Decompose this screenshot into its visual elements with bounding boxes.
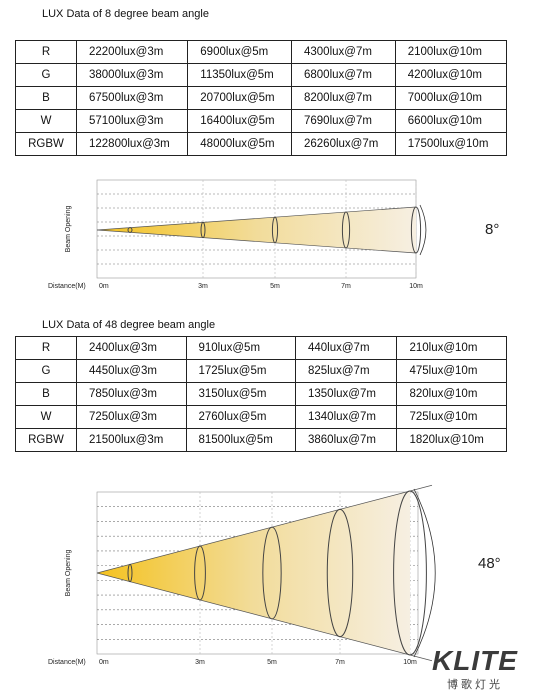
- beam-ellipse: [271, 216, 279, 244]
- table-cell: W: [15, 405, 77, 429]
- table-cell: 26260lux@7m: [290, 132, 396, 156]
- angle-label: 48°: [478, 555, 501, 572]
- table-row: G 4450lux@3m 1725lux@5m 825lux@7m 475lux@10m: [15, 359, 507, 383]
- table-cell: RGBW: [15, 428, 77, 452]
- table-row: G 38000lux@3m 11350lux@5m 6800lux@7m 4200lux…: [15, 63, 508, 87]
- beam-ellipse: [194, 545, 206, 601]
- lux-table: R 2400lux@3m 910lux@5m 440lux@7m 210lux@10m G…: [15, 336, 507, 452]
- logo: KLITE 博歌灯光: [420, 646, 530, 692]
- x-tick-label: 7m: [335, 659, 345, 666]
- table-cell: 8200lux@7m: [290, 86, 396, 110]
- section-title: LUX Data of 8 degree beam angle: [42, 8, 209, 20]
- angle-arc: [419, 204, 427, 256]
- table-cell: 17500lux@10m: [394, 132, 508, 156]
- beam-edge: [96, 206, 417, 231]
- table-cell: 6600lux@10m: [394, 109, 508, 133]
- beam-ellipse: [326, 508, 354, 638]
- x-tick-label: 3m: [198, 283, 208, 290]
- table-cell: 2100lux@10m: [394, 40, 508, 64]
- table-cell: 1725lux@5m: [185, 359, 296, 383]
- lux-table: R 22200lux@3m 6900lux@5m 4300lux@7m 2100lux@…: [15, 40, 508, 156]
- x-tick-label: 3m: [195, 659, 205, 666]
- table-row: B 67500lux@3m 20700lux@5m 8200lux@7m 7000lux…: [15, 86, 508, 110]
- table-row: B 7850lux@3m 3150lux@5m 1350lux@7m 820lux@10…: [15, 382, 507, 406]
- table-row: W 7250lux@3m 2760lux@5m 1340lux@7m 725lux@10…: [15, 405, 507, 429]
- beam-diagram: 48° Distance(M) 0m 3m 5m 7m 10m Beam Opening: [48, 484, 501, 666]
- section-title: LUX Data of 48 degree beam angle: [42, 319, 216, 331]
- table-cell: 2760lux@5m: [185, 405, 296, 429]
- x-tick-label: 10m: [409, 283, 423, 290]
- beam-diagram: 8° Distance(M) 0m 3m 5m 7m 10m Beam Opening: [48, 179, 499, 290]
- table-cell: 20700lux@5m: [187, 86, 292, 110]
- table-cell: 6900lux@5m: [187, 40, 292, 64]
- table-row: RGBW 122800lux@3m 48000lux@5m 26260lux@7m 17…: [15, 132, 508, 156]
- table-cell: 475lux@10m: [396, 359, 507, 383]
- table-cell: 1820lux@10m: [396, 428, 507, 452]
- x-axis-label: Distance(M): [48, 283, 86, 290]
- table-cell: 7000lux@10m: [394, 86, 508, 110]
- beam-ellipse: [341, 211, 351, 249]
- table-cell: G: [15, 63, 77, 87]
- table-cell: 38000lux@3m: [75, 63, 189, 87]
- table-cell: 4450lux@3m: [76, 359, 187, 383]
- table-row: R 22200lux@3m 6900lux@5m 4300lux@7m 2100lux@…: [15, 40, 508, 64]
- beam-edge: [96, 484, 433, 574]
- x-tick-label: 0m: [99, 659, 109, 666]
- table-cell: 22200lux@3m: [75, 40, 189, 64]
- table-cell: 820lux@10m: [396, 382, 507, 406]
- x-axis-label: Distance(M): [48, 659, 86, 666]
- table-cell: 67500lux@3m: [75, 86, 189, 110]
- x-tick-label: 7m: [341, 283, 351, 290]
- angle-label: 8°: [485, 221, 499, 238]
- y-axis-label: Beam Opening: [65, 550, 72, 597]
- table-cell: 122800lux@3m: [75, 132, 189, 156]
- logo-brand: KLITE: [432, 645, 518, 676]
- logo-subtitle: 博歌灯光: [447, 678, 503, 691]
- table-cell: W: [15, 109, 77, 133]
- table-cell: 4200lux@10m: [394, 63, 508, 87]
- table-row: W 57100lux@3m 16400lux@5m 7690lux@7m 6600lux…: [15, 109, 508, 133]
- beam-edge: [96, 572, 433, 662]
- table-cell: B: [15, 382, 77, 406]
- x-tick-label: 5m: [267, 659, 277, 666]
- angle-arc: [413, 488, 436, 658]
- table-cell: R: [15, 40, 77, 64]
- beam-ellipse: [262, 526, 282, 620]
- table-cell: 3860lux@7m: [294, 428, 398, 452]
- table-cell: 7690lux@7m: [290, 109, 396, 133]
- table-cell: 1340lux@7m: [294, 405, 398, 429]
- table-cell: 4300lux@7m: [290, 40, 396, 64]
- table-row: RGBW 21500lux@3m 81500lux@5m 3860lux@7m 1820…: [15, 428, 507, 452]
- beam-ellipse: [127, 563, 133, 583]
- beam-ellipse: [200, 221, 206, 239]
- beam-ellipse: [127, 227, 133, 233]
- table-cell: 57100lux@3m: [75, 109, 189, 133]
- beam-ellipse: [393, 490, 427, 656]
- beam: [97, 207, 416, 253]
- table-cell: 7850lux@3m: [76, 382, 187, 406]
- table-cell: 7250lux@3m: [76, 405, 187, 429]
- x-tick-label: 0m: [99, 283, 109, 290]
- x-tick-label: 10m: [403, 659, 417, 666]
- table-cell: 21500lux@3m: [76, 428, 187, 452]
- table-cell: 48000lux@5m: [187, 132, 292, 156]
- beam-edge: [96, 229, 417, 254]
- beam: [97, 491, 410, 655]
- table-cell: 81500lux@5m: [185, 428, 296, 452]
- x-tick-label: 5m: [270, 283, 280, 290]
- table-cell: RGBW: [15, 132, 77, 156]
- y-axis-label: Beam Opening: [65, 206, 72, 253]
- table-cell: 11350lux@5m: [187, 63, 292, 87]
- table-cell: 16400lux@5m: [187, 109, 292, 133]
- beam-ellipse: [410, 206, 422, 254]
